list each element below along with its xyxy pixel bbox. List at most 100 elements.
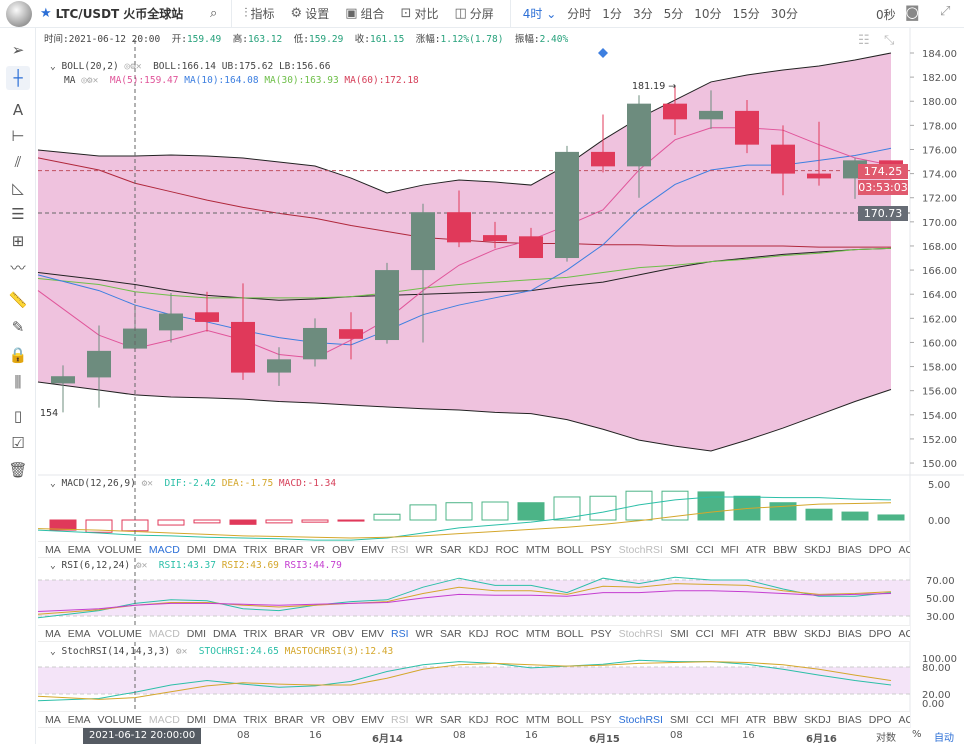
indicator-tab-skdj[interactable]: SKDJ [803, 627, 831, 640]
indicator-tab-wr[interactable]: WR [415, 627, 434, 640]
indicator-tab-mtm[interactable]: MTM [525, 543, 550, 556]
indicator-tab-trix[interactable]: TRIX [243, 543, 268, 556]
indicator-tab-psy[interactable]: PSY [590, 543, 612, 556]
triangle-icon[interactable]: ◺ [12, 179, 24, 197]
indicator-tab-ema[interactable]: EMA [67, 543, 91, 556]
indicator-tab-vr[interactable]: VR [310, 713, 326, 726]
indicator-tab-dpo[interactable]: DPO [868, 713, 892, 726]
indicator-tab-ma[interactable]: MA [45, 543, 61, 556]
indicator-tab-ao[interactable]: AO [898, 543, 910, 556]
trend-line-icon[interactable]: ⫽ [14, 153, 22, 171]
indicator-tab-macd[interactable]: MACD [148, 713, 180, 726]
parallel-lines-icon[interactable]: ☰ [11, 205, 25, 223]
indicator-tab-ema[interactable]: EMA [67, 627, 91, 640]
compare-button[interactable]: ⊡ 对比 [400, 6, 439, 21]
eye-icon[interactable]: ◎ [81, 75, 87, 86]
indicator-tab-mfi[interactable]: MFI [720, 713, 739, 726]
pane-settings-icon[interactable]: ☷ [858, 33, 870, 48]
indicator-tab-rsi[interactable]: RSI [391, 627, 409, 640]
collapse-icon[interactable]: ⌄ [50, 478, 56, 489]
log-scale-toggle[interactable]: 对数 [876, 733, 896, 744]
indicator-tab-stochrsi[interactable]: StochRSI [618, 627, 663, 640]
indicator-tab-psy[interactable]: PSY [590, 713, 612, 726]
search-icon[interactable]: ⌕ [210, 6, 218, 21]
avatar[interactable] [6, 0, 32, 27]
gear-icon[interactable]: ⚙ [135, 560, 142, 571]
close-icon[interactable]: ✕ [147, 478, 154, 489]
indicator-tab-bias[interactable]: BIAS [837, 627, 862, 640]
indicator-tab-bbw[interactable]: BBW [773, 543, 797, 556]
indicator-tab-dmi[interactable]: DMI [186, 627, 207, 640]
indicator-tab-dpo[interactable]: DPO [868, 627, 892, 640]
indicator-tab-dma[interactable]: DMA [213, 713, 237, 726]
indicator-tab-mfi[interactable]: MFI [720, 627, 739, 640]
horizontal-line-icon[interactable]: ⊢ [11, 127, 25, 145]
indicator-tab-ma[interactable]: MA [45, 627, 61, 640]
indicator-tab-ao[interactable]: AO [898, 627, 910, 640]
cursor-icon[interactable]: ➢ [11, 41, 25, 59]
indicator-tab-dmi[interactable]: DMI [186, 713, 207, 726]
gear-icon[interactable]: ⚙ [141, 478, 148, 489]
close-icon[interactable]: ✕ [141, 560, 148, 571]
collapse-icon[interactable]: ⌄ [50, 61, 56, 72]
indicator-tab-atr[interactable]: ATR [745, 543, 767, 556]
timeframe-option[interactable]: 1分 [602, 7, 622, 21]
indicator-tab-dma[interactable]: DMA [213, 627, 237, 640]
checklist-icon[interactable]: ☑ [11, 434, 25, 452]
maximize-pane-icon[interactable]: ⤡ [884, 33, 895, 48]
indicator-button[interactable]: ⫶ 指标 [244, 6, 275, 21]
indicator-tab-smi[interactable]: SMI [669, 543, 689, 556]
indicator-tab-rsi[interactable]: RSI [391, 713, 409, 726]
timeframe-option[interactable]: 30分 [770, 7, 799, 21]
gear-icon[interactable]: ⚙ [175, 646, 182, 657]
indicator-tab-trix[interactable]: TRIX [243, 713, 268, 726]
indicator-tab-obv[interactable]: OBV [332, 713, 355, 726]
symbol-selector[interactable]: ★ LTC/USDT 火币全球站 [40, 5, 210, 22]
indicator-tab-mtm[interactable]: MTM [525, 713, 550, 726]
indicator-tab-ma[interactable]: MA [45, 713, 61, 726]
indicator-tab-smi[interactable]: SMI [669, 627, 689, 640]
indicator-tab-roc[interactable]: ROC [495, 627, 519, 640]
close-icon[interactable]: ✕ [135, 61, 142, 72]
indicator-tab-brar[interactable]: BRAR [274, 627, 304, 640]
split-screen-button[interactable]: ◫ 分屏 [454, 6, 494, 21]
indicator-tab-bbw[interactable]: BBW [773, 713, 797, 726]
indicator-tab-skdj[interactable]: SKDJ [803, 543, 831, 556]
close-icon[interactable]: ✕ [92, 75, 99, 86]
pencil-icon[interactable]: ✎ [11, 318, 25, 336]
indicator-tab-volume[interactable]: VOLUME [97, 543, 142, 556]
indicator-tab-rsi[interactable]: RSI [391, 543, 409, 556]
indicator-tab-ao[interactable]: AO [898, 713, 910, 726]
indicator-tab-obv[interactable]: OBV [332, 627, 355, 640]
indicator-tab-trix[interactable]: TRIX [243, 627, 268, 640]
indicator-tab-cci[interactable]: CCI [695, 713, 714, 726]
indicator-tab-stochrsi[interactable]: StochRSI [618, 713, 663, 726]
collapse-icon[interactable]: ⌄ [50, 560, 56, 571]
gear-icon[interactable]: ⚙ [130, 61, 136, 72]
indicator-tab-mfi[interactable]: MFI [720, 543, 739, 556]
indicator-tab-boll[interactable]: BOLL [556, 713, 584, 726]
indicator-tab-obv[interactable]: OBV [332, 543, 355, 556]
camera-icon[interactable]: ◙ [905, 3, 920, 21]
indicator-tab-kdj[interactable]: KDJ [468, 713, 489, 726]
indicator-tab-smi[interactable]: SMI [669, 713, 689, 726]
indicator-tab-boll[interactable]: BOLL [556, 543, 584, 556]
eye-icon[interactable]: ◎ [124, 61, 131, 72]
timeframe-option[interactable]: 3分 [632, 7, 653, 21]
trash-icon[interactable]: 🗑 [8, 461, 28, 479]
fullscreen-icon[interactable]: ⤢ [940, 4, 951, 19]
indicator-tab-psy[interactable]: PSY [590, 627, 612, 640]
indicator-tab-wr[interactable]: WR [415, 543, 434, 556]
indicator-tab-bias[interactable]: BIAS [837, 543, 862, 556]
wave-icon[interactable]: 〰 [10, 258, 26, 277]
time-axis[interactable]: 2021-06-12 20:00:00 08 16 6月14 08 16 6月1… [38, 728, 964, 745]
crosshair-icon[interactable]: ┼ [6, 66, 30, 90]
indicator-tab-bias[interactable]: BIAS [837, 713, 862, 726]
indicator-tab-cci[interactable]: CCI [695, 627, 714, 640]
indicator-tab-atr[interactable]: ATR [745, 713, 767, 726]
timeframe-option[interactable]: 15分 [732, 7, 760, 21]
star-icon[interactable]: ★ [40, 6, 52, 21]
indicator-tab-sar[interactable]: SAR [440, 543, 462, 556]
indicator-tab-macd[interactable]: MACD [148, 543, 180, 556]
timeframe-option[interactable]: 5分 [663, 7, 684, 21]
